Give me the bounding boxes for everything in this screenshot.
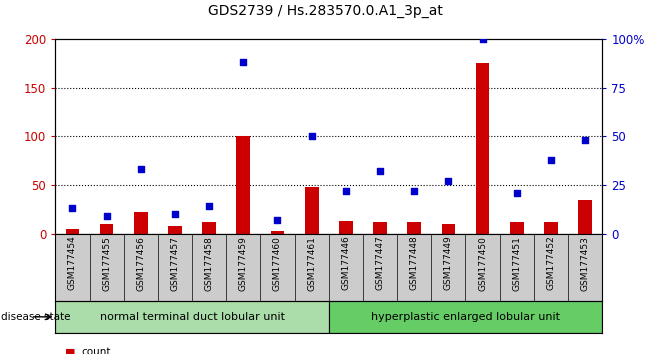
Text: GSM177457: GSM177457 xyxy=(171,236,180,291)
Text: GSM177461: GSM177461 xyxy=(307,236,316,291)
Point xyxy=(135,166,146,172)
Text: GDS2739 / Hs.283570.0.A1_3p_at: GDS2739 / Hs.283570.0.A1_3p_at xyxy=(208,4,443,18)
Text: GSM177458: GSM177458 xyxy=(204,236,214,291)
Bar xyxy=(100,224,113,234)
Text: GSM177453: GSM177453 xyxy=(581,236,590,291)
Bar xyxy=(544,222,558,234)
Text: GSM177451: GSM177451 xyxy=(512,236,521,291)
Text: GSM177448: GSM177448 xyxy=(409,236,419,290)
Point xyxy=(477,36,488,42)
Text: GSM177454: GSM177454 xyxy=(68,236,77,290)
Text: GSM177447: GSM177447 xyxy=(376,236,385,290)
Point xyxy=(340,188,351,194)
Bar xyxy=(134,212,148,234)
Text: GSM177456: GSM177456 xyxy=(136,236,145,291)
Bar xyxy=(373,222,387,234)
Point xyxy=(409,188,419,194)
Bar xyxy=(441,224,455,234)
Point xyxy=(546,157,556,162)
Bar xyxy=(202,222,216,234)
Text: disease state: disease state xyxy=(1,312,71,322)
Text: GSM177449: GSM177449 xyxy=(444,236,453,290)
Text: count: count xyxy=(81,347,111,354)
Point xyxy=(443,178,454,184)
Point xyxy=(204,204,214,209)
Text: normal terminal duct lobular unit: normal terminal duct lobular unit xyxy=(100,312,284,322)
Bar xyxy=(476,63,490,234)
Text: GSM177446: GSM177446 xyxy=(341,236,350,290)
Point xyxy=(170,211,180,217)
Bar xyxy=(168,226,182,234)
Text: GSM177459: GSM177459 xyxy=(239,236,248,291)
Point xyxy=(580,137,590,143)
Bar xyxy=(236,136,250,234)
Bar xyxy=(271,231,284,234)
Point xyxy=(238,59,249,65)
Point xyxy=(307,133,317,139)
FancyBboxPatch shape xyxy=(55,301,329,333)
Bar xyxy=(305,187,318,234)
Bar xyxy=(510,222,523,234)
Bar xyxy=(408,222,421,234)
Text: ■: ■ xyxy=(65,347,76,354)
Bar xyxy=(339,221,353,234)
Point xyxy=(102,213,112,219)
Point xyxy=(67,205,77,211)
Text: GSM177460: GSM177460 xyxy=(273,236,282,291)
Text: hyperplastic enlarged lobular unit: hyperplastic enlarged lobular unit xyxy=(371,312,560,322)
Point xyxy=(512,190,522,195)
FancyBboxPatch shape xyxy=(329,301,602,333)
Text: GSM177452: GSM177452 xyxy=(546,236,555,290)
Bar xyxy=(66,229,79,234)
Point xyxy=(272,217,283,223)
Bar xyxy=(578,200,592,234)
Point xyxy=(375,169,385,174)
Text: GSM177450: GSM177450 xyxy=(478,236,487,291)
Text: GSM177455: GSM177455 xyxy=(102,236,111,291)
